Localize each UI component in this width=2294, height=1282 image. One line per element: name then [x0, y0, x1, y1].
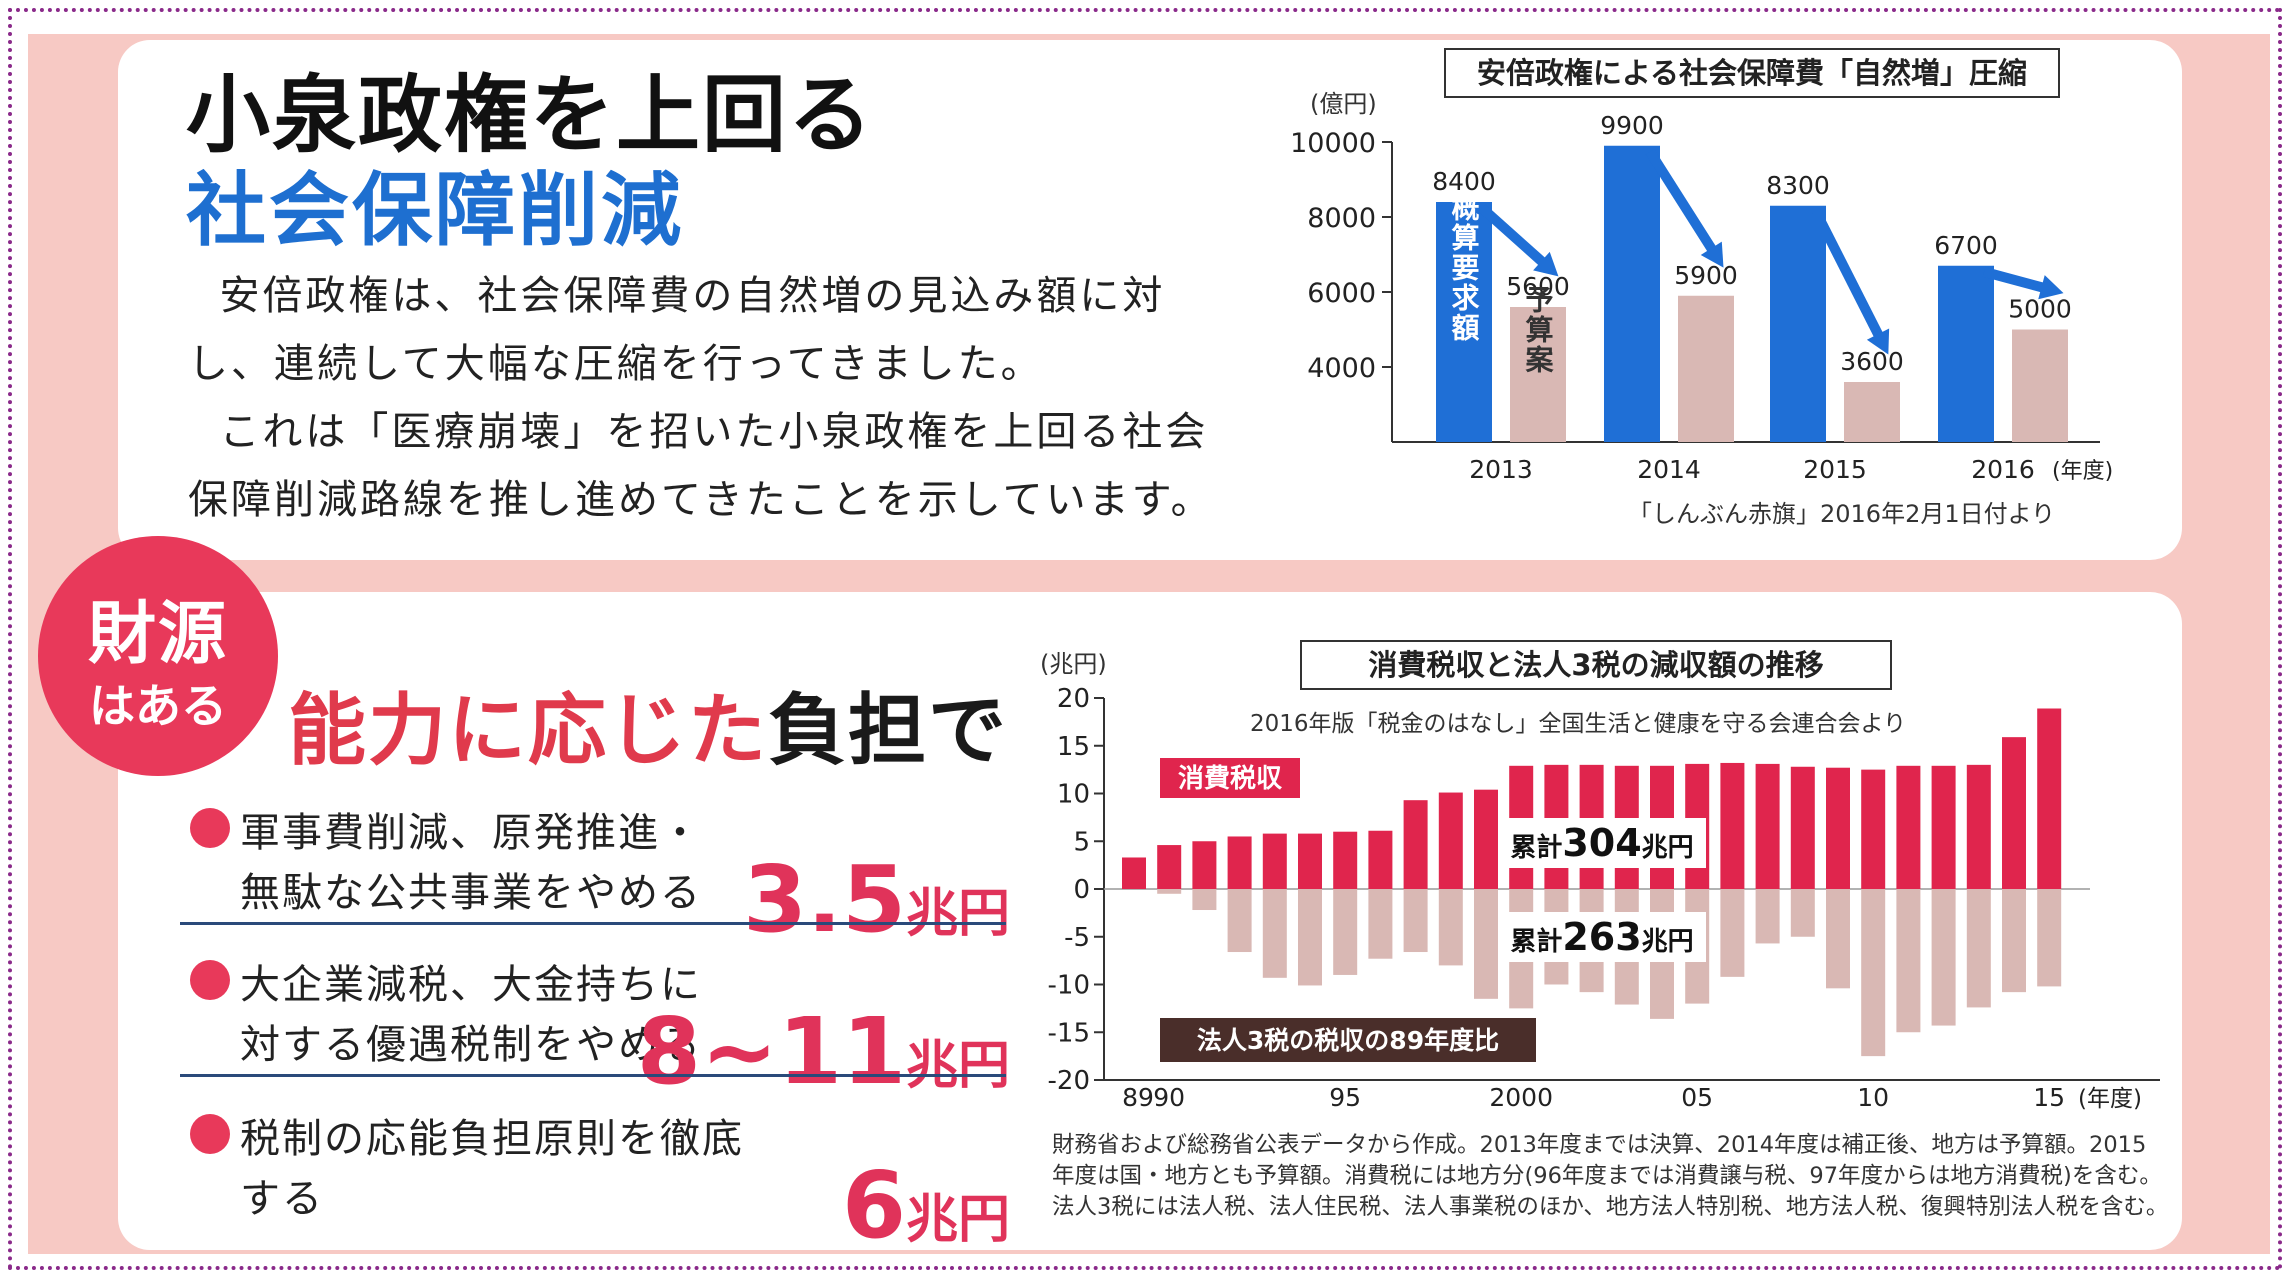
section2-title-red: 能力に応じた	[288, 686, 769, 776]
headline-line1: 小泉政権を上回る	[186, 66, 875, 164]
badge-line1: 財源	[87, 595, 228, 674]
bullet-dot	[190, 960, 230, 1000]
dotted-frame	[8, 8, 2282, 1270]
note-line: 年度は国・地方とも予算額。消費税には地方分(96年度までは消費譲与税、97年度か…	[1052, 1163, 2162, 1189]
item-amount-number: 3.5	[743, 846, 906, 953]
item-line2: 対する優遇税制をやめる	[240, 1022, 702, 1068]
note-line: 財務省および総務省公表データから作成。2013年度までは決算、2014年度は補正…	[1052, 1132, 2147, 1158]
chart2-title: 消費税収と法人3税の減収額の推移	[1300, 640, 1892, 690]
divider	[180, 922, 1006, 925]
headline-line2: 社会保障削減	[186, 164, 684, 257]
section2-title: 能力に応じた負担で	[288, 668, 1008, 780]
item-line1: 軍事費削減、原発推進・	[240, 810, 702, 856]
chart1-title: 安倍政権による社会保障費「自然増」圧縮	[1444, 48, 2060, 98]
item-line1: 税制の応能負担原則を徹底	[240, 1116, 744, 1162]
chart2-notes: 財務省および総務省公表データから作成。2013年度までは決算、2014年度は補正…	[1052, 1130, 2172, 1223]
item-amount-number: 6	[841, 1152, 906, 1259]
badge-line2: はある	[89, 679, 227, 733]
item-line2: 無駄な公共事業をやめる	[240, 870, 702, 916]
bullet-dot	[190, 1114, 230, 1154]
item-amount-unit: 兆円	[905, 1036, 1010, 1096]
item-line1: 大企業減税、大金持ちに	[240, 962, 702, 1008]
body-p1b: し、連続して大幅な圧縮を行ってきました。	[188, 341, 1044, 387]
section2-title-black: 負担で	[768, 686, 1009, 776]
item-amount-unit: 兆円	[905, 1190, 1010, 1250]
item-amount: 3.5兆円	[743, 846, 1010, 953]
badge: 財源 はある	[38, 536, 278, 776]
body-text: 安倍政権は、社会保障費の自然増の見込み額に対 し、連続して大幅な圧縮を行ってきま…	[188, 262, 1268, 534]
item-amount-number: 8~11	[636, 998, 906, 1105]
chart2-source: 2016年版「税金のはなし」全国生活と健康を守る会連合会より	[1250, 711, 1907, 737]
divider	[180, 1074, 1006, 1077]
item-amount-unit: 兆円	[905, 884, 1010, 944]
item-amount: 8~11兆円	[637, 998, 1010, 1105]
bullet-dot	[190, 808, 230, 848]
item-line2: する	[240, 1176, 324, 1222]
body-p2a: これは「医療崩壊」を招いた小泉政権を上回る社会	[219, 409, 1209, 455]
body-p1a: 安倍政権は、社会保障費の自然増の見込み額に対	[219, 273, 1166, 319]
body-p2b: 保障削減路線を推し進めてきたことを示しています。	[188, 477, 1214, 523]
chart1-source: 「しんぶん赤旗」2016年2月1日付より	[1628, 500, 2056, 528]
item-amount: 6兆円	[842, 1152, 1010, 1259]
note-line: 法人3税には法人税、法人住民税、法人事業税のほか、地方法人特別税、地方法人税、復…	[1052, 1194, 2169, 1220]
